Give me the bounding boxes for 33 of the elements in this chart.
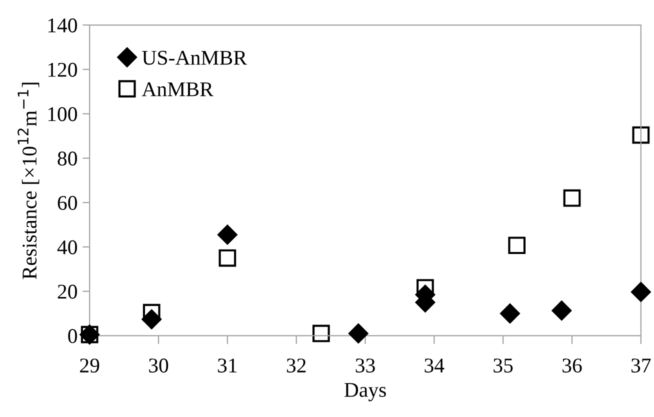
point [631,282,651,302]
point [142,304,160,322]
x-tick-label: 37 [632,358,651,373]
legend-label: US-AnMBR [142,50,247,65]
x-tick-label: 34 [424,358,444,373]
point [552,300,572,320]
legend-label: AnMBR [142,82,214,96]
x-tick-label: 31 [218,358,237,373]
y-tick-label: 60 [58,196,77,210]
y-tick-label: 140 [48,18,77,32]
y-tick-label: 120 [48,62,77,77]
y-tick-label: 80 [58,152,77,166]
point [142,309,162,330]
x-tick-label: 32 [286,358,306,373]
y-tick-label: 100 [48,107,77,122]
point [632,126,650,144]
y-axis-title: Resistance [×10$^{12}$m$^{−1}$] [18,82,40,280]
point [218,224,238,245]
point [218,249,236,267]
point [563,189,581,207]
x-tick-label: 36 [562,358,582,373]
y-tick-label: 20 [58,284,77,299]
x-tick-label: 35 [494,358,513,373]
point [348,324,368,344]
x-tick-label: 33 [356,358,375,373]
x-axis-title: Days [344,383,386,402]
y-tick-label: 40 [57,240,77,254]
point [508,236,526,254]
point [500,304,520,324]
x-tick-label: 30 [149,358,168,373]
point [312,324,330,342]
x-tick-label: 29 [80,358,100,373]
y-tick-label: 0 [68,329,77,344]
